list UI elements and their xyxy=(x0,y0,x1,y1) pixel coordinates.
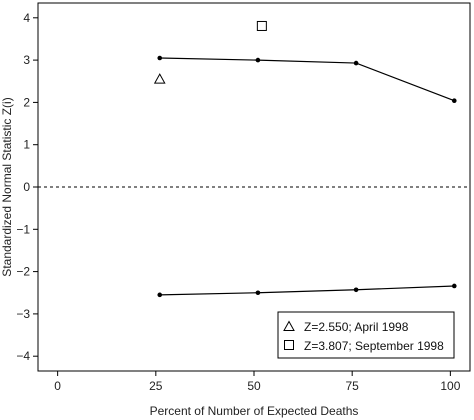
y-tick-label: −3 xyxy=(16,307,30,321)
data-point xyxy=(255,57,261,63)
legend-triangle-marker xyxy=(283,320,295,331)
y-tick-label: 0 xyxy=(23,180,30,194)
data-point xyxy=(157,55,163,61)
data-point xyxy=(353,287,359,293)
series-layer xyxy=(153,20,457,298)
y-tick-label: −4 xyxy=(16,349,30,363)
data-point xyxy=(451,283,457,289)
x-tick-label: 100 xyxy=(440,379,460,393)
y-tick-label: −2 xyxy=(16,265,30,279)
x-axis: 0 25 50 75 100 xyxy=(54,371,461,393)
x-axis-title: Percent of Number of Expected Deaths xyxy=(150,404,359,418)
legend: Z=2.550; April 1998 Z=3.807; September 1… xyxy=(277,311,455,359)
y-tick-label: 4 xyxy=(23,11,30,25)
data-point xyxy=(255,290,261,296)
data-point xyxy=(451,98,457,104)
legend-square-marker xyxy=(284,340,294,350)
y-axis: −4 −3 −2 −1 0 1 2 3 4 xyxy=(16,11,38,363)
x-tick-label: 0 xyxy=(54,379,61,393)
y-tick-label: 3 xyxy=(23,53,30,67)
y-tick-label: −1 xyxy=(16,222,30,236)
legend-label-september-1998: Z=3.807; September 1998 xyxy=(304,339,444,353)
data-point xyxy=(353,60,359,66)
x-tick-label: 50 xyxy=(247,379,261,393)
data-point xyxy=(157,292,163,298)
square-point-september-1998 xyxy=(256,20,267,31)
boundary-line-1 xyxy=(159,285,455,296)
y-axis-title: Standardized Normal Statistic Z(i) xyxy=(0,97,14,276)
legend-box xyxy=(277,311,455,359)
y-tick-label: 1 xyxy=(23,138,30,152)
boundary-line-0 xyxy=(159,57,455,102)
legend-label-april-1998: Z=2.550; April 1998 xyxy=(304,320,409,334)
x-tick-label: 75 xyxy=(346,379,360,393)
x-tick-label: 25 xyxy=(149,379,163,393)
y-tick-label: 2 xyxy=(23,95,30,109)
triangle-point-april-1998 xyxy=(153,73,166,84)
